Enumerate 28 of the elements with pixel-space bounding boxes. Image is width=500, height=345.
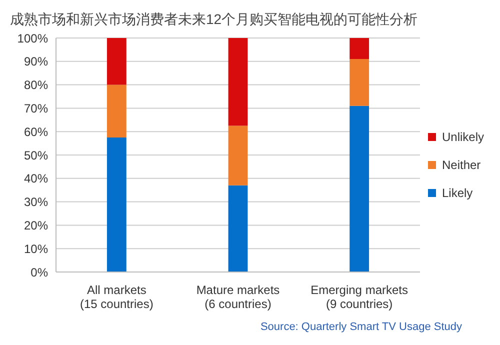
x-tick-label: Mature markets (6 countries) (196, 283, 280, 311)
legend-label: Unlikely (442, 130, 484, 144)
y-tick-label: 60% (24, 124, 48, 139)
y-tick-label: 100% (17, 31, 48, 46)
bar (228, 126, 248, 186)
y-tick-label: 0% (30, 265, 48, 280)
y-tick-label: 10% (24, 242, 48, 256)
bar (350, 59, 370, 106)
bar (106, 38, 126, 85)
y-tick-label: 70% (24, 101, 48, 116)
y-tick-label: 40% (24, 172, 48, 186)
x-tick-label: All markets (15 countries) (80, 283, 154, 311)
y-tick-label: 90% (24, 54, 48, 69)
x-tick-label: Emerging markets (9 countries) (310, 283, 408, 311)
legend-label: Neither (442, 158, 481, 172)
y-tick-label: 20% (24, 218, 48, 232)
y-tick-label: 50% (24, 148, 48, 162)
bar (228, 38, 248, 126)
bar (228, 185, 248, 272)
bar (350, 38, 370, 60)
bar (106, 84, 126, 138)
source-note: Source: Quarterly Smart TV Usage Study (260, 321, 462, 333)
y-tick-label: 80% (24, 78, 48, 92)
bar (350, 106, 370, 272)
y-tick-label: 30% (24, 195, 48, 210)
legend-label: Likely (442, 186, 473, 200)
chart-title: 成熟市场和新兴市场消费者未来12个月购买智能电视的可能性分析 (9, 10, 419, 29)
bar (106, 137, 126, 272)
